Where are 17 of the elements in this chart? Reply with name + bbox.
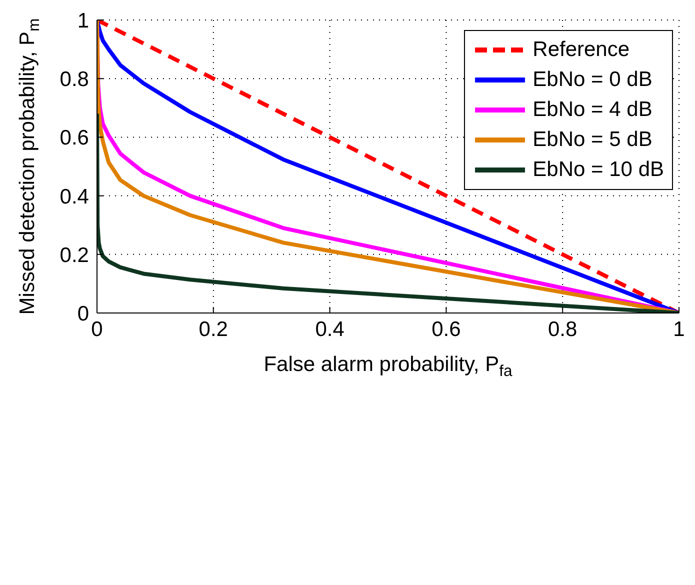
legend-label: EbNo = 0 dB — [532, 68, 652, 92]
x-tick-label: 0.2 — [198, 318, 228, 341]
y-tick-label: 0.4 — [60, 185, 90, 208]
x-tick-label: 0.8 — [548, 318, 578, 341]
x-tick-label: 0.6 — [432, 318, 461, 341]
legend-label: Reference — [532, 38, 630, 62]
y-tick-label: 0 — [77, 302, 89, 326]
y-tick-label: 1 — [77, 9, 89, 32]
x-tick-label: 0.4 — [315, 318, 345, 341]
y-tick-label: 0.2 — [60, 244, 89, 267]
y-tick-label: 0.6 — [60, 126, 89, 150]
legend-label: EbNo = 4 dB — [532, 98, 652, 122]
y-tick-label: 0.8 — [60, 68, 89, 92]
legend-label: EbNo = 5 dB — [532, 128, 652, 152]
legend-label: EbNo = 10 dB — [532, 158, 664, 182]
x-tick-label: 1 — [673, 318, 685, 341]
x-axis-title: False alarm probability, P$_{fa}$ — [264, 353, 512, 380]
